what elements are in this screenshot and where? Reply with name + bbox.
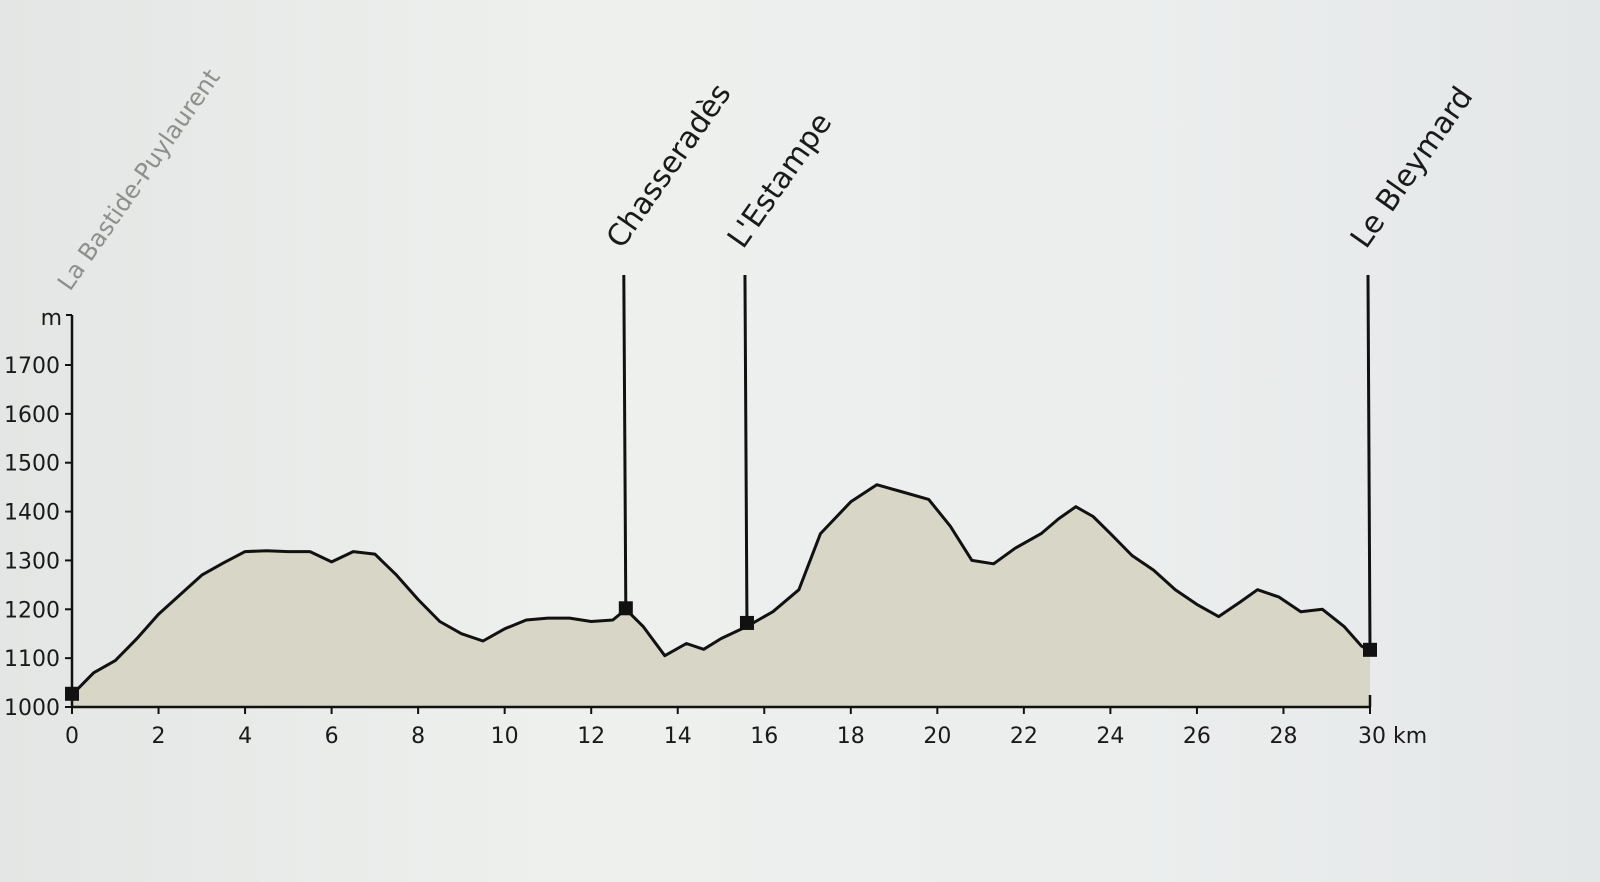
y-tick-label: 1300 <box>4 549 60 574</box>
x-tick-label: 24 <box>1096 724 1124 749</box>
y-tick-label: 1000 <box>4 696 60 721</box>
x-tick-label: 30 km <box>1358 724 1427 749</box>
elevation-profile-line <box>70 483 1371 696</box>
waypoint-label: L'Estampe <box>721 106 839 254</box>
x-tick-label: 2 <box>152 724 166 749</box>
x-tick-label: 14 <box>664 724 692 749</box>
x-tick-label: 16 <box>750 724 778 749</box>
x-tick-label: 10 <box>491 724 519 749</box>
x-tick-label: 8 <box>411 724 425 749</box>
y-axis-unit-label: m <box>41 306 62 331</box>
x-tick-label: 12 <box>577 724 605 749</box>
x-tick-label: 28 <box>1269 724 1297 749</box>
elevation-area-layer <box>70 483 1371 707</box>
waypoint-line <box>622 274 628 610</box>
waypoint-marker <box>618 601 633 616</box>
waypoint-marker <box>739 615 754 630</box>
elevation-area-fill <box>72 484 1370 707</box>
y-tick-label: 1200 <box>4 598 60 623</box>
x-tick-label: 4 <box>238 724 252 749</box>
waypoint-marker <box>65 686 79 701</box>
waypoint-label: La Bastide-Puylaurent <box>52 64 226 295</box>
y-tick-label: 1500 <box>4 452 60 477</box>
waypoint-line <box>1366 274 1372 651</box>
waypoint-line <box>743 274 749 624</box>
y-tick-label: 1600 <box>4 403 60 428</box>
waypoint: Le Bleymard <box>1344 81 1480 657</box>
x-tick-label: 18 <box>837 724 865 749</box>
waypoint-label: Le Bleymard <box>1344 81 1480 255</box>
waypoint: Chasseradès <box>600 77 739 616</box>
y-tick-label: 1400 <box>4 501 60 526</box>
x-tick-label: 26 <box>1183 724 1211 749</box>
waypoint-marker <box>1363 642 1377 657</box>
y-tick-label: 1100 <box>4 647 60 672</box>
x-tick-label: 0 <box>65 724 79 749</box>
x-tick-label: 22 <box>1010 724 1038 749</box>
y-tick-label: 1700 <box>4 354 60 379</box>
waypoint-label: Chasseradès <box>600 77 739 254</box>
x-tick-label: 6 <box>325 724 339 749</box>
x-tick-label: 20 <box>923 724 951 749</box>
